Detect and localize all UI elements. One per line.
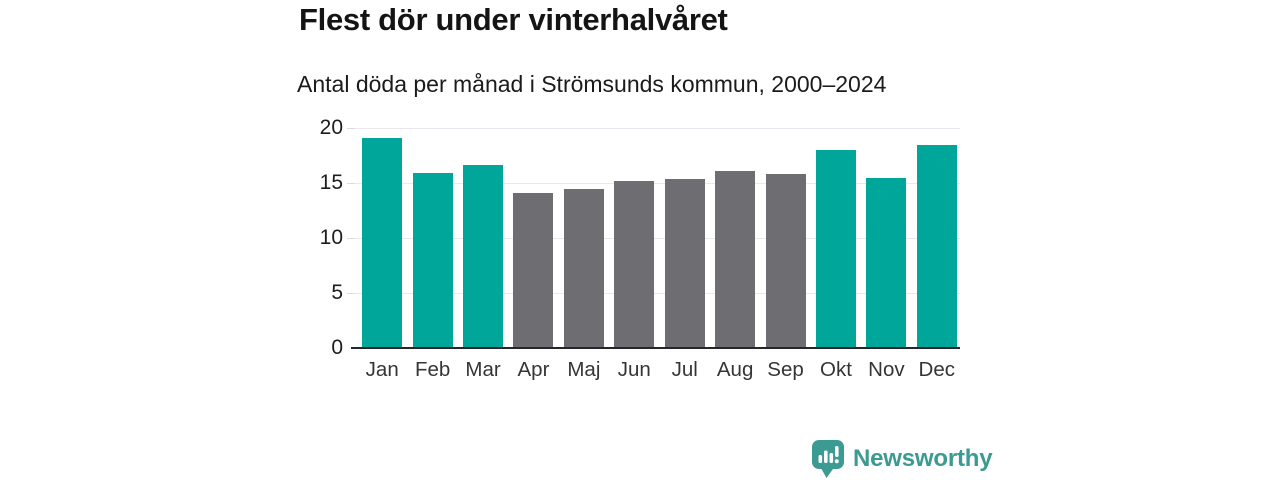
- bar-sep: [765, 174, 806, 348]
- bar-chart-plot-area: [347, 128, 960, 349]
- y-axis-label-0: 0: [331, 336, 343, 359]
- x-axis-label-apr: Apr: [517, 358, 550, 381]
- y-axis-label-10: 10: [319, 226, 343, 249]
- x-axis-label-aug: Aug: [716, 358, 754, 381]
- newsworthy-logo: Newsworthy: [812, 440, 993, 478]
- newsworthy-bar-chart-bubble-icon: [812, 440, 844, 478]
- x-axis-line: [351, 347, 960, 349]
- x-axis-label-mar: Mar: [465, 358, 501, 381]
- x-axis-label-maj: Maj: [567, 358, 601, 381]
- bar-mar: [463, 165, 504, 348]
- gridline-y-15: [355, 183, 960, 184]
- y-tick-10: [347, 238, 355, 239]
- x-axis-label-okt: Okt: [820, 358, 852, 381]
- y-tick-5: [347, 293, 355, 294]
- y-axis-label-15: 15: [319, 171, 343, 194]
- y-tick-15: [347, 183, 355, 184]
- newsworthy-logo-text: Newsworthy: [853, 445, 993, 472]
- bar-apr: [513, 192, 554, 348]
- bar-jul: [664, 178, 705, 348]
- bar-jan: [362, 137, 403, 348]
- chart-title: Flest dör under vinterhalvåret: [299, 2, 728, 37]
- chart-subtitle: Antal döda per månad i Strömsunds kommun…: [297, 71, 887, 97]
- bar-aug: [715, 170, 756, 348]
- x-axis-label-dec: Dec: [918, 358, 956, 381]
- gridline-y-5: [355, 293, 960, 294]
- y-axis-label-5: 5: [331, 281, 343, 304]
- x-axis-label-feb: Feb: [414, 358, 451, 381]
- x-axis-label-jul: Jul: [671, 358, 698, 381]
- gridline-y-20: [355, 128, 960, 129]
- bar-maj: [563, 188, 604, 348]
- gridline-y-10: [355, 238, 960, 239]
- bar-okt: [815, 150, 856, 348]
- y-tick-20: [347, 128, 355, 129]
- bar-feb: [412, 173, 453, 348]
- x-axis-label-jun: Jun: [617, 358, 651, 381]
- bar-nov: [866, 177, 907, 348]
- x-axis-label-sep: Sep: [767, 358, 804, 381]
- bar-dec: [916, 144, 957, 348]
- x-axis-label-jan: Jan: [365, 358, 399, 381]
- y-axis-label-20: 20: [319, 116, 343, 139]
- bar-jun: [614, 180, 655, 348]
- x-axis-label-nov: Nov: [868, 358, 905, 381]
